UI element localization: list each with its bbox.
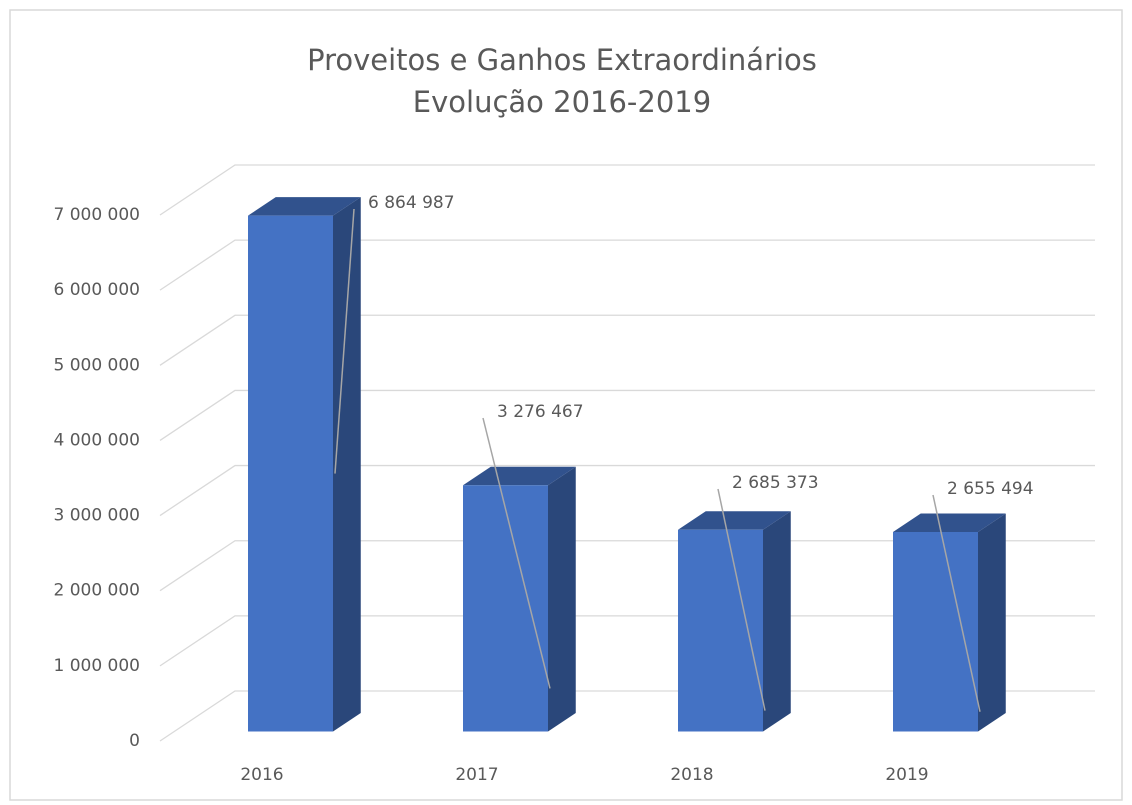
bar [893, 513, 1006, 732]
bar [248, 197, 361, 732]
bar-side [333, 197, 361, 732]
leader-line [334, 208, 355, 474]
bar-top [248, 197, 361, 216]
data-label: 6 864 987 [368, 193, 455, 213]
bar [678, 511, 791, 732]
grid-line [159, 615, 1095, 667]
y-tick-label: 2 000 000 [53, 581, 140, 601]
x-tick-label: 2016 [240, 765, 283, 785]
grid-line [159, 164, 1095, 216]
bar-front [893, 531, 978, 732]
y-tick-label: 1 000 000 [53, 656, 140, 676]
bar-top [893, 513, 1006, 532]
bar-side [548, 466, 576, 732]
leader-line [482, 417, 551, 689]
y-tick-label: 7 000 000 [53, 205, 140, 225]
chart-subtitle: Evolução 2016-2019 [413, 85, 711, 119]
bar-front [463, 485, 548, 732]
bar [463, 466, 576, 732]
chart-title: Proveitos e Ganhos Extraordinários [307, 43, 817, 77]
y-tick-label: 0 [129, 731, 140, 751]
grid-line [159, 389, 1095, 441]
bar-side [763, 511, 791, 732]
y-tick-label: 5 000 000 [53, 355, 140, 375]
grid-line [159, 540, 1095, 592]
data-label: 2 685 373 [732, 473, 819, 493]
bar-top [463, 466, 576, 486]
bar-front [248, 215, 333, 732]
data-label: 3 276 467 [497, 402, 584, 422]
grid-line [159, 314, 1095, 366]
bar-side [978, 513, 1006, 732]
leader-line [932, 494, 981, 712]
x-tick-label: 2017 [455, 765, 498, 785]
bar-front [678, 529, 763, 732]
x-tick-label: 2019 [885, 765, 928, 785]
y-tick-label: 3 000 000 [53, 506, 140, 526]
grid-line [159, 239, 1095, 291]
y-tick-label: 4 000 000 [53, 430, 140, 450]
leader-line [717, 488, 766, 711]
y-tick-label: 6 000 000 [53, 280, 140, 300]
grid-line [159, 464, 1095, 517]
bar-top [678, 511, 791, 530]
grid-line [159, 690, 1095, 742]
x-tick-label: 2018 [670, 765, 713, 785]
data-label: 2 655 494 [947, 479, 1034, 499]
